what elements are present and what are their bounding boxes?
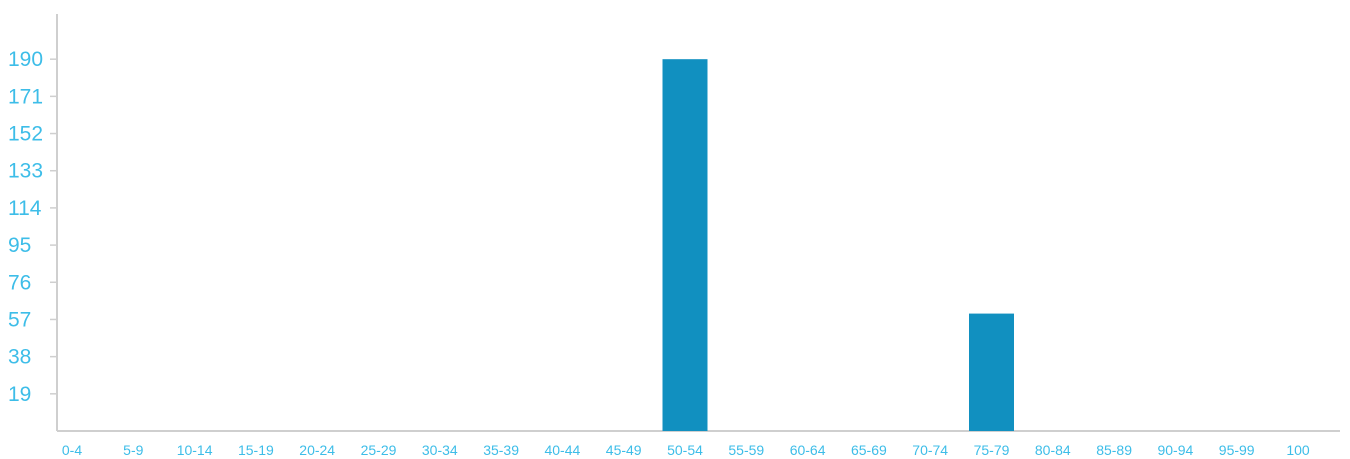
x-tick-label: 100 (1286, 442, 1310, 458)
x-tick-label: 25-29 (361, 442, 397, 458)
x-tick-label: 5-9 (123, 442, 143, 458)
bar-series (662, 59, 1014, 431)
y-tick-label: 57 (8, 308, 31, 331)
y-tick-label: 190 (8, 48, 43, 71)
x-tick-label: 80-84 (1035, 442, 1071, 458)
y-tick-label: 19 (8, 383, 31, 406)
x-tick-label: 0-4 (62, 442, 82, 458)
x-tick-label: 30-34 (422, 442, 458, 458)
x-tick-label: 85-89 (1096, 442, 1132, 458)
x-tick-label: 60-64 (790, 442, 826, 458)
x-tick-label: 70-74 (912, 442, 948, 458)
x-tick-label: 20-24 (299, 442, 335, 458)
y-tick-label: 95 (8, 234, 31, 257)
x-tick-label: 75-79 (974, 442, 1010, 458)
bar-50-54 (662, 59, 708, 431)
y-tick-label: 171 (8, 85, 43, 108)
x-tick-label: 15-19 (238, 442, 274, 458)
y-tick-label: 133 (8, 160, 43, 183)
x-tick-label: 55-59 (728, 442, 764, 458)
x-tick-label: 65-69 (851, 442, 887, 458)
x-tick-label: 10-14 (177, 442, 213, 458)
y-axis-ticks: 19 38 57 76 95 114 133 152 171 190 (8, 48, 57, 406)
x-tick-label: 35-39 (483, 442, 519, 458)
y-tick-label: 152 (8, 123, 43, 146)
x-tick-label: 90-94 (1157, 442, 1193, 458)
y-tick-label: 38 (8, 346, 31, 369)
x-tick-label: 95-99 (1219, 442, 1255, 458)
x-tick-label: 45-49 (606, 442, 642, 458)
y-tick-label: 114 (8, 197, 42, 220)
bar-75-79 (969, 313, 1014, 431)
x-axis-ticks: 0-4 5-9 10-14 15-19 20-24 25-29 30-34 35-39 40-4… (62, 442, 1310, 458)
y-tick-label: 76 (8, 271, 31, 294)
x-tick-label: 40-44 (544, 442, 580, 458)
x-tick-label: 50-54 (667, 442, 703, 458)
